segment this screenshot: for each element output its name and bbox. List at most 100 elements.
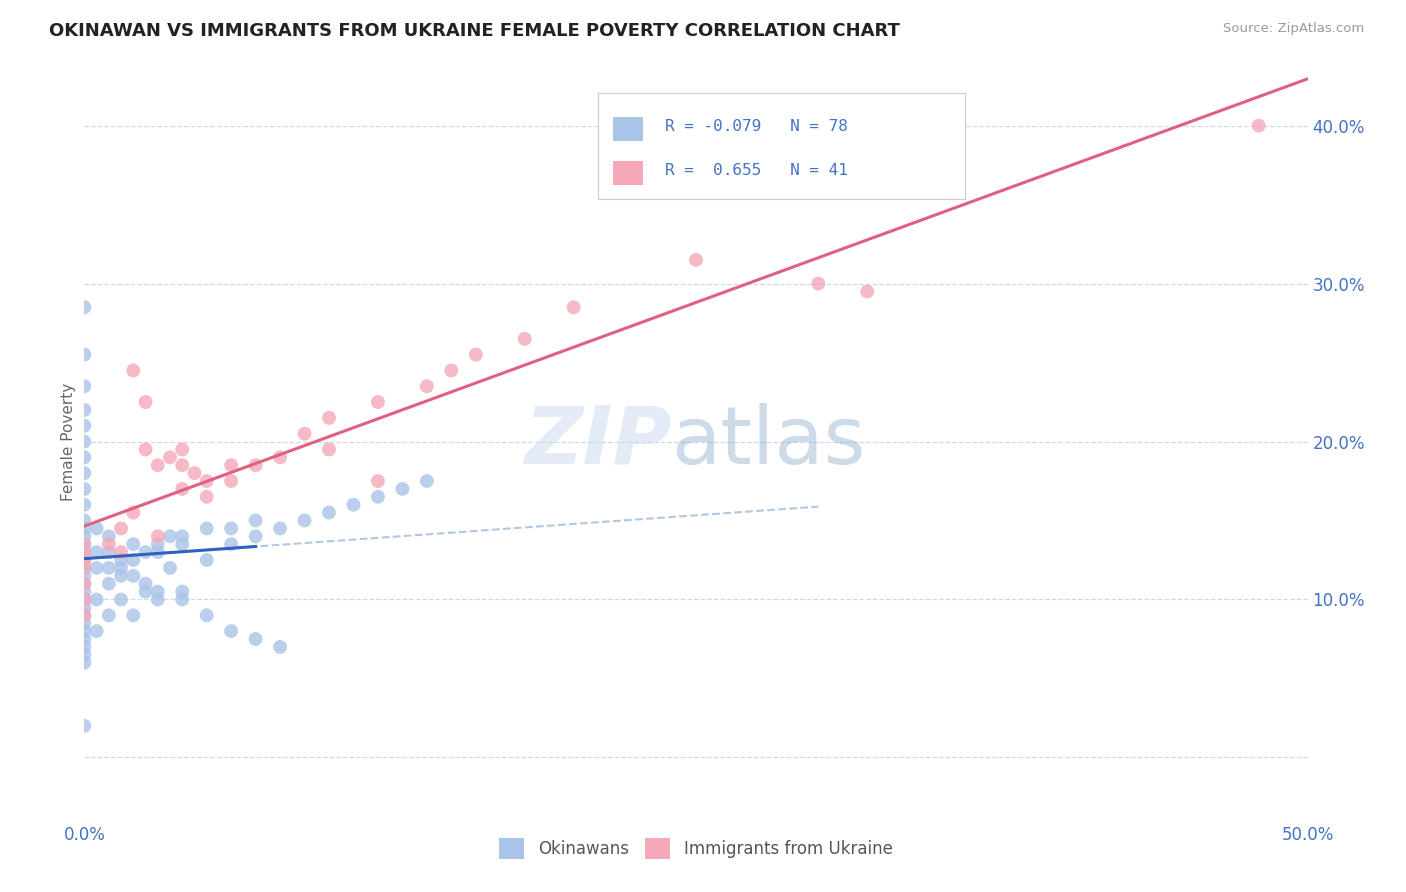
Point bbox=[172, 537, 194, 551]
Point bbox=[73, 600, 96, 615]
Point bbox=[73, 569, 96, 583]
Point bbox=[135, 576, 157, 591]
Point bbox=[172, 482, 194, 496]
Point bbox=[269, 521, 291, 535]
Point bbox=[73, 592, 96, 607]
Point bbox=[416, 474, 439, 488]
Point bbox=[73, 450, 96, 465]
Point bbox=[97, 545, 120, 559]
Point bbox=[110, 545, 132, 559]
Point bbox=[110, 521, 132, 535]
Point bbox=[172, 592, 194, 607]
Point bbox=[195, 608, 218, 623]
Point bbox=[318, 410, 340, 425]
FancyBboxPatch shape bbox=[613, 117, 644, 141]
Point bbox=[86, 624, 108, 639]
Point bbox=[73, 656, 96, 670]
Point bbox=[464, 348, 486, 362]
Point bbox=[73, 403, 96, 417]
Point bbox=[146, 537, 169, 551]
Text: R =  0.655   N = 41: R = 0.655 N = 41 bbox=[665, 162, 848, 178]
Point bbox=[97, 576, 120, 591]
Point bbox=[1247, 119, 1270, 133]
Y-axis label: Female Poverty: Female Poverty bbox=[60, 383, 76, 500]
Point bbox=[73, 348, 96, 362]
Point bbox=[73, 624, 96, 639]
Point bbox=[367, 490, 389, 504]
Point bbox=[73, 553, 96, 567]
Point bbox=[367, 474, 389, 488]
Point bbox=[219, 537, 242, 551]
Point bbox=[685, 252, 707, 267]
Point bbox=[110, 569, 132, 583]
Point bbox=[146, 592, 169, 607]
Point bbox=[245, 514, 267, 528]
Text: Source: ZipAtlas.com: Source: ZipAtlas.com bbox=[1223, 22, 1364, 36]
Point bbox=[391, 482, 413, 496]
Point bbox=[86, 545, 108, 559]
Legend: Okinawans, Immigrants from Ukraine: Okinawans, Immigrants from Ukraine bbox=[492, 831, 900, 865]
Point bbox=[122, 569, 145, 583]
Point bbox=[135, 395, 157, 409]
Point bbox=[146, 458, 169, 473]
Text: R = -0.079   N = 78: R = -0.079 N = 78 bbox=[665, 119, 848, 134]
Point bbox=[86, 521, 108, 535]
Point bbox=[73, 616, 96, 631]
Point bbox=[416, 379, 439, 393]
Point bbox=[135, 545, 157, 559]
Point bbox=[122, 363, 145, 377]
Point bbox=[513, 332, 536, 346]
Point bbox=[146, 545, 169, 559]
Point bbox=[269, 640, 291, 654]
Point bbox=[342, 498, 364, 512]
Point bbox=[73, 537, 96, 551]
Point bbox=[195, 553, 218, 567]
Point bbox=[318, 506, 340, 520]
Point bbox=[73, 418, 96, 433]
Point bbox=[97, 561, 120, 575]
Point bbox=[73, 434, 96, 449]
Point bbox=[73, 719, 96, 733]
Point bbox=[245, 632, 267, 646]
Point bbox=[73, 576, 96, 591]
Point bbox=[159, 561, 181, 575]
Point bbox=[172, 458, 194, 473]
Point bbox=[219, 521, 242, 535]
Point bbox=[122, 553, 145, 567]
Point bbox=[86, 561, 108, 575]
Point bbox=[73, 545, 96, 559]
Point bbox=[269, 450, 291, 465]
FancyBboxPatch shape bbox=[613, 161, 644, 186]
Text: OKINAWAN VS IMMIGRANTS FROM UKRAINE FEMALE POVERTY CORRELATION CHART: OKINAWAN VS IMMIGRANTS FROM UKRAINE FEMA… bbox=[49, 22, 900, 40]
Point bbox=[86, 592, 108, 607]
Point bbox=[367, 395, 389, 409]
Point bbox=[73, 648, 96, 662]
Point bbox=[146, 584, 169, 599]
Point bbox=[159, 529, 181, 543]
Point bbox=[73, 608, 96, 623]
Point bbox=[807, 277, 830, 291]
Point bbox=[73, 561, 96, 575]
Point bbox=[73, 466, 96, 480]
Point bbox=[172, 529, 194, 543]
Point bbox=[73, 584, 96, 599]
Text: ZIP: ZIP bbox=[524, 402, 672, 481]
Point bbox=[245, 529, 267, 543]
Point bbox=[219, 624, 242, 639]
Point bbox=[440, 363, 463, 377]
Point bbox=[110, 592, 132, 607]
Point bbox=[73, 514, 96, 528]
Point bbox=[245, 458, 267, 473]
Point bbox=[122, 537, 145, 551]
Point bbox=[562, 300, 585, 314]
Point bbox=[73, 632, 96, 646]
Point bbox=[73, 521, 96, 535]
Point bbox=[159, 450, 181, 465]
Point bbox=[318, 442, 340, 457]
FancyBboxPatch shape bbox=[598, 93, 965, 199]
Point bbox=[172, 442, 194, 457]
Point bbox=[195, 521, 218, 535]
Text: atlas: atlas bbox=[672, 402, 866, 481]
Point bbox=[172, 584, 194, 599]
Point bbox=[73, 640, 96, 654]
